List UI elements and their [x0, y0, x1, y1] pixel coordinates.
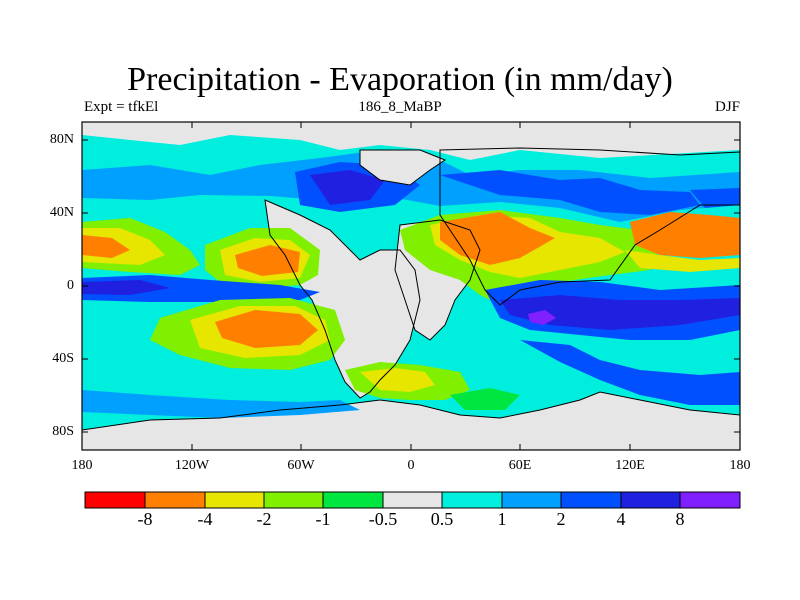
region-s-atlantic-wet [82, 390, 360, 418]
coast-eurasia [439, 147, 740, 306]
colorbar [84, 491, 741, 509]
region-east-asia-dry-yellow [625, 250, 740, 272]
colorbar-swatch [145, 492, 205, 508]
region-s-pacific-dry-orange [215, 310, 318, 348]
region-n-stormtrack-3 [310, 170, 385, 205]
colorbar-label: -0.5 [368, 509, 398, 529]
lon-label: 60W [287, 458, 315, 473]
colorbar-swatch [264, 492, 323, 508]
region-arctic-neutral [82, 122, 740, 160]
colorbar-swatch [383, 492, 442, 508]
coastlines [82, 147, 740, 431]
colorbar-swatch [502, 492, 561, 508]
colorbar-swatch [85, 492, 145, 508]
lon-label: 180 [729, 458, 751, 473]
region-s-indian-dry [450, 388, 520, 410]
coast-americas [264, 199, 421, 399]
map-title: Precipitation - Evaporation (in mm/day) [127, 61, 673, 98]
coast-antarctica [82, 391, 740, 431]
colorbar-label: 4 [616, 509, 626, 529]
colorbar-label: 0.5 [430, 509, 454, 529]
lon-ticks [81, 122, 741, 450]
lat-label: 0 [67, 278, 74, 293]
region-s-ocean-wet [520, 340, 740, 405]
land-greenland [360, 150, 445, 185]
colorbar-label: -4 [197, 509, 213, 529]
lat-label: 80S [52, 424, 74, 439]
colorbar-label: 8 [675, 509, 685, 529]
colorbar-frame [84, 491, 741, 509]
region-s-atlantic-dry-yellow [360, 368, 435, 392]
lon-label: 120W [174, 458, 210, 473]
lon-label: 60E [508, 458, 532, 473]
lat-label: 40S [52, 351, 74, 366]
lon-label: 0 [407, 458, 415, 473]
colorbar-swatch [205, 492, 264, 508]
lat-label: 80N [49, 132, 74, 147]
region-eurasia-dry-orange [440, 212, 555, 265]
region-east-asia-dry [630, 212, 740, 258]
precip-evap-field [82, 122, 740, 450]
region-indo-pacific-wet-strong [500, 295, 740, 330]
lon-label: 180 [71, 458, 93, 473]
coast-africa [394, 219, 481, 341]
coast-greenland [359, 149, 447, 186]
colorbar-swatch [621, 492, 680, 508]
region-itcz-west-strong [82, 280, 170, 295]
colorbar-label: 1 [497, 509, 507, 529]
region-n-pacific-dry-orange [82, 235, 130, 258]
colorbar-label: -8 [137, 509, 153, 529]
colorbar-swatch [680, 492, 740, 508]
lat-label: 40N [49, 205, 74, 220]
lon-label: 120E [615, 458, 645, 473]
land-antarctica [82, 392, 740, 450]
colorbar-label: -1 [315, 509, 331, 529]
region-n-stormtrack-5 [690, 188, 740, 208]
region-indo-pacific-wet-peak [528, 310, 556, 325]
period-label: 186_8_MaBP [358, 99, 442, 115]
colorbar-swatch [323, 492, 383, 508]
colorbar-label: 2 [556, 509, 566, 529]
region-n-stormtrack-4 [440, 170, 700, 215]
season-label: DJF [714, 99, 740, 115]
colorbar-swatch [442, 492, 502, 508]
colorbar-swatch [561, 492, 621, 508]
lat-ticks [82, 139, 740, 433]
colorbar-label: -2 [256, 509, 272, 529]
experiment-label: Expt = tfkEl [84, 99, 159, 115]
